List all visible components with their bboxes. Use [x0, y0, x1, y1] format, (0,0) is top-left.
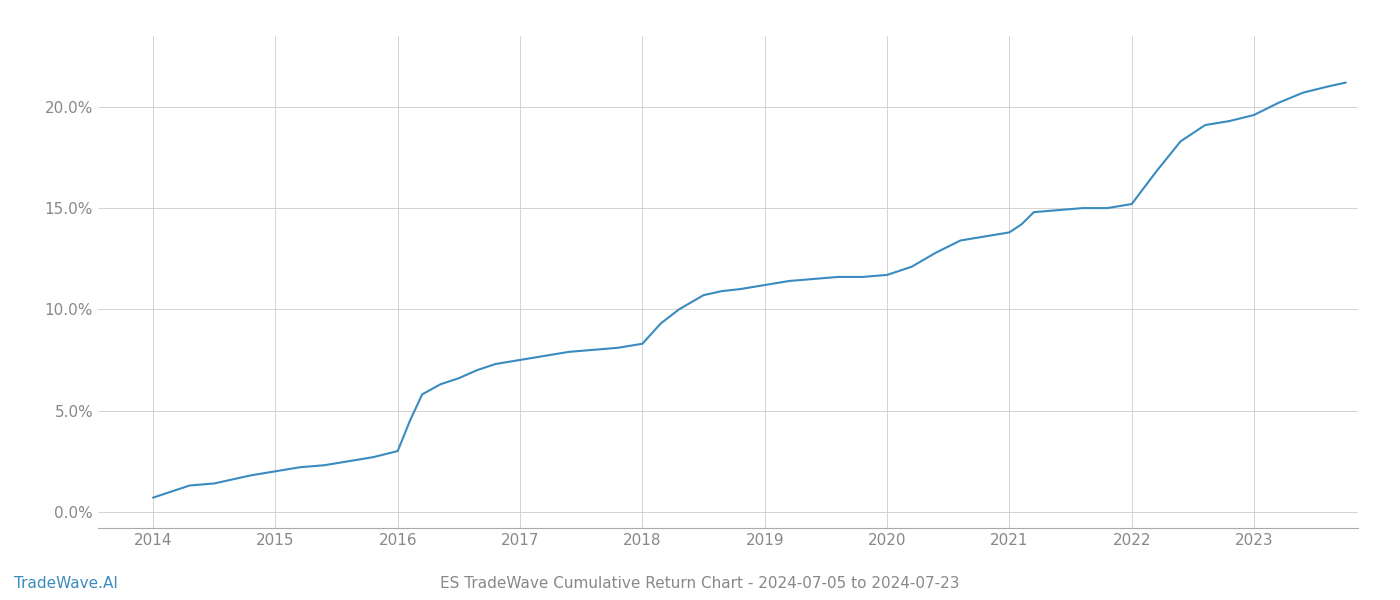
Text: ES TradeWave Cumulative Return Chart - 2024-07-05 to 2024-07-23: ES TradeWave Cumulative Return Chart - 2…: [440, 576, 960, 591]
Text: TradeWave.AI: TradeWave.AI: [14, 576, 118, 591]
